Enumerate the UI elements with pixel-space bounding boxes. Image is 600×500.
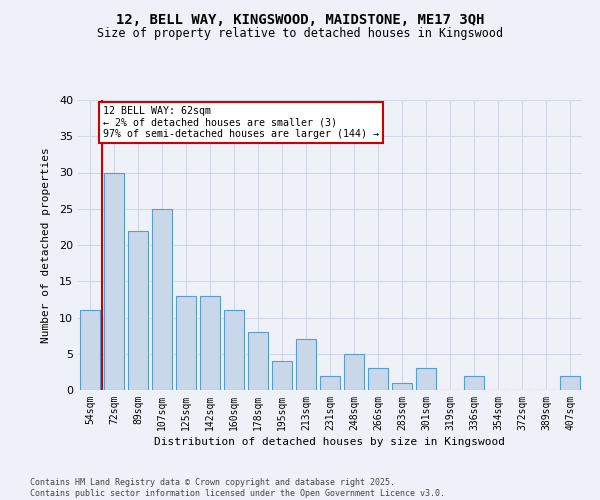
Bar [296, 339, 316, 390]
Bar [200, 296, 220, 390]
Y-axis label: Number of detached properties: Number of detached properties [41, 147, 50, 343]
Bar [272, 361, 292, 390]
Bar [104, 172, 124, 390]
Bar [416, 368, 436, 390]
Bar [80, 310, 100, 390]
Bar [560, 376, 580, 390]
Bar [368, 368, 388, 390]
Text: Contains HM Land Registry data © Crown copyright and database right 2025.
Contai: Contains HM Land Registry data © Crown c… [30, 478, 445, 498]
Bar [392, 383, 412, 390]
Text: 12, BELL WAY, KINGSWOOD, MAIDSTONE, ME17 3QH: 12, BELL WAY, KINGSWOOD, MAIDSTONE, ME17… [116, 12, 484, 26]
Text: Size of property relative to detached houses in Kingswood: Size of property relative to detached ho… [97, 28, 503, 40]
Bar [224, 310, 244, 390]
Bar [248, 332, 268, 390]
Bar [152, 209, 172, 390]
X-axis label: Distribution of detached houses by size in Kingswood: Distribution of detached houses by size … [155, 437, 505, 447]
Bar [320, 376, 340, 390]
Text: 12 BELL WAY: 62sqm
← 2% of detached houses are smaller (3)
97% of semi-detached : 12 BELL WAY: 62sqm ← 2% of detached hous… [103, 106, 379, 139]
Bar [176, 296, 196, 390]
Bar [344, 354, 364, 390]
Bar [464, 376, 484, 390]
Bar [128, 230, 148, 390]
